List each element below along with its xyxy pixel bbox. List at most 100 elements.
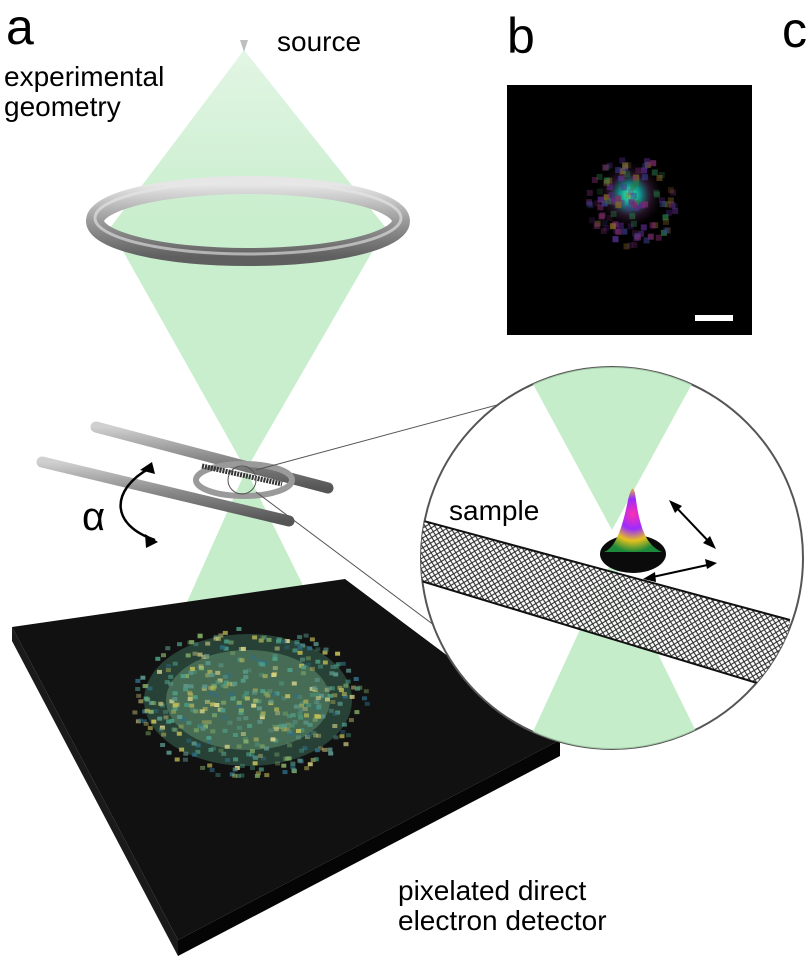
detector-pixel: [314, 700, 320, 705]
detector-pixel: [172, 691, 178, 696]
detector-pixel: [329, 686, 335, 691]
detector-pixel: [158, 727, 164, 732]
detector-pixel: [307, 646, 313, 651]
detector-pixel: [287, 743, 293, 748]
detector-pixel: [136, 693, 142, 698]
detector-pixel: [294, 640, 300, 644]
detector-pixel: [207, 763, 213, 768]
detector-pixel: [260, 635, 266, 640]
detector-pixel: [287, 714, 292, 719]
detector-pixel: [312, 686, 318, 691]
detector-pixel: [240, 732, 246, 736]
detector-pixel: [197, 633, 203, 638]
detector-pixel: [246, 752, 252, 757]
panel-label-c: c: [782, 2, 807, 58]
speckle-pixel: [596, 173, 603, 180]
detector-pixel: [304, 713, 309, 718]
detector-pixel: [187, 640, 193, 645]
detector-pixel: [206, 736, 212, 741]
detector-pixel: [313, 705, 319, 710]
speckle-pixel: [653, 189, 660, 196]
detector-pixel: [329, 671, 335, 676]
detector-pixel: [189, 640, 195, 645]
detector-pixel: [292, 648, 298, 653]
detector-pixel: [339, 734, 345, 739]
speckle-pixel: [619, 157, 626, 164]
detector-pixel: [304, 766, 310, 771]
double-arrow-1-icon: [672, 503, 713, 546]
speckle-pixel: [650, 160, 657, 167]
detector-pixel: [180, 674, 186, 679]
tilt-rods-icon: [36, 421, 334, 527]
detector-pixel: [236, 716, 242, 721]
double-arrow-1-head-b: [703, 536, 716, 549]
detector-pixel: [157, 669, 162, 674]
speckle-pixel: [620, 184, 627, 191]
detector-pixel: [236, 725, 242, 730]
detector-pixel: [204, 654, 210, 659]
detector-pixel: [306, 733, 312, 738]
detector-pixel: [312, 717, 318, 722]
detector-pixel: [195, 743, 201, 748]
detector-pixel: [160, 743, 166, 747]
rotation-arrow-head-bottom: [145, 534, 158, 548]
double-arrow-2-icon: [647, 563, 713, 579]
detector-pixel: [318, 664, 323, 669]
detector-pixel: [207, 669, 213, 674]
detector-pixel: [263, 691, 269, 696]
detector-pixel: [268, 728, 274, 733]
speckle-pixel: [640, 224, 647, 231]
detector-pixel: [183, 687, 189, 692]
detector-pixel: [249, 752, 255, 757]
speckle-pixel: [615, 228, 622, 235]
speckle-pixel: [601, 200, 608, 207]
speckle-pixel: [628, 199, 634, 206]
detector-pixel: [257, 753, 263, 758]
detector-pixel: [298, 708, 304, 713]
speckle-pixel: [635, 234, 641, 241]
detector-pixel: [205, 673, 211, 678]
detector-pixel: [202, 684, 208, 689]
detector-pixel: [255, 771, 261, 776]
detector-pixel: [172, 661, 178, 666]
detector-pixel: [307, 762, 313, 767]
detector-pixel: [211, 746, 217, 751]
detector-pixel: [266, 637, 272, 642]
detector-pixel: [177, 715, 183, 719]
detector-pixel: [262, 674, 268, 679]
speckle-pixel: [672, 208, 679, 214]
detector-pixel: [271, 692, 277, 697]
detector-pixel: [325, 697, 330, 702]
detector-pixel: [258, 661, 264, 666]
detector-pixel: [284, 645, 290, 650]
detector-pixel: [297, 635, 303, 640]
source-icon: [240, 40, 248, 52]
detector-pixel: [296, 735, 301, 740]
detector-pixel: [184, 674, 189, 678]
detector-pixel: [232, 767, 238, 772]
speckle-pixel: [631, 202, 637, 209]
detector-pixel: [309, 666, 315, 671]
detector-pixel: [191, 741, 197, 746]
detector-pixel: [275, 761, 281, 766]
detector-pixel: [299, 701, 305, 706]
detector-pixel: [261, 756, 266, 761]
detector-pixel: [220, 708, 226, 713]
detector-pixel: [282, 711, 288, 716]
detector-pixel: [135, 678, 141, 683]
detector-pixel: [297, 694, 303, 699]
speckle-pixel: [594, 200, 601, 207]
beam-converging-cone: [110, 228, 386, 470]
detector-pixel: [171, 709, 177, 714]
detector-pixel: [191, 669, 197, 674]
detector-pixel: [142, 684, 148, 689]
detector-pixel: [313, 757, 319, 762]
speckle-pixel: [586, 189, 593, 196]
speckle-pixel: [659, 201, 666, 208]
speckle-pixel: [664, 201, 671, 208]
detector-pixel: [208, 747, 214, 752]
speckle-pixel: [609, 223, 616, 230]
detector-pixel: [301, 665, 307, 670]
speckle-pixel: [608, 192, 615, 199]
detector-pixel: [322, 660, 328, 665]
